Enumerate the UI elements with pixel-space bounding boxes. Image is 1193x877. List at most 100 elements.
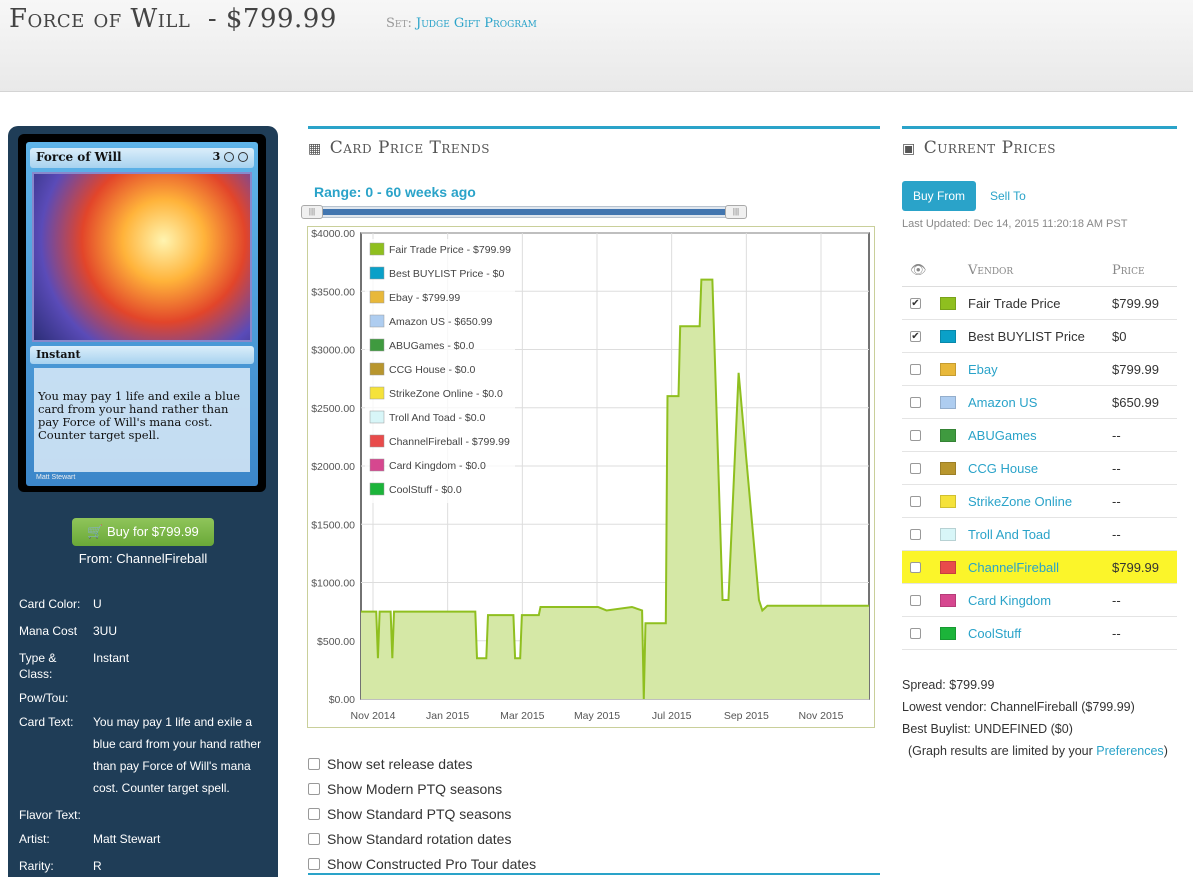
chart-option-checkbox[interactable] bbox=[308, 807, 320, 820]
chart-option-row[interactable]: Show Constructed Pro Tour dates bbox=[308, 851, 536, 876]
vendor-toggle-checkbox[interactable] bbox=[910, 363, 921, 375]
vendor-cell-toggle bbox=[902, 429, 940, 441]
vendor-table-header: 👁 Vendor Price bbox=[902, 254, 1177, 287]
vendor-cell-swatch bbox=[940, 461, 968, 475]
vendor-link[interactable]: StrikeZone Online bbox=[968, 493, 1073, 509]
chart-option-row[interactable]: Show Standard rotation dates bbox=[308, 826, 536, 851]
legend-label: ABUGames - $0.0 bbox=[389, 340, 474, 352]
chart-option-checkbox[interactable] bbox=[308, 832, 320, 845]
prices-top-line bbox=[902, 126, 1177, 129]
legend-swatch bbox=[369, 482, 385, 496]
buy-button-label: Buy for $799.99 bbox=[107, 524, 199, 539]
chart-option-row[interactable]: Show Standard PTQ seasons bbox=[308, 801, 536, 826]
legend-swatch bbox=[369, 266, 385, 280]
vendor-link[interactable]: Troll And Toad bbox=[968, 526, 1051, 542]
vendor-color-swatch bbox=[940, 329, 956, 343]
range-slider[interactable]: ||| ||| bbox=[301, 205, 747, 219]
vendor-toggle-checkbox[interactable] bbox=[910, 528, 921, 540]
vendor-toggle-checkbox[interactable] bbox=[910, 462, 921, 474]
mana-generic: 3 bbox=[212, 150, 221, 163]
buy-from-vendor: From: ChannelFireball bbox=[78, 551, 208, 566]
legend-swatch bbox=[369, 362, 385, 376]
card-mana-cost: 3 bbox=[213, 150, 248, 163]
vendor-link[interactable]: Card Kingdom bbox=[968, 592, 1052, 608]
sell-to-tab[interactable]: Sell To bbox=[990, 189, 1026, 203]
card-image-artist-name: Matt Stewart bbox=[36, 474, 76, 481]
detail-row: Mana Cost 3UU bbox=[19, 623, 275, 642]
vendor-column-header: Vendor bbox=[968, 262, 1014, 278]
range-slider-fill bbox=[319, 209, 731, 215]
chart-option-row[interactable]: Show set release dates bbox=[308, 751, 536, 776]
trends-top-line bbox=[308, 126, 880, 129]
range-slider-start-handle[interactable]: ||| bbox=[301, 205, 323, 219]
price-summary: Spread: $799.99 Lowest vendor: ChannelFi… bbox=[902, 674, 1168, 762]
chart-option-checkbox[interactable] bbox=[308, 782, 320, 795]
card-artwork bbox=[32, 172, 252, 342]
vendor-cell-swatch bbox=[940, 626, 968, 640]
vendor-link[interactable]: Ebay bbox=[968, 361, 998, 377]
legend-label: Troll And Toad - $0.0 bbox=[389, 412, 485, 424]
legend-swatch bbox=[369, 314, 385, 328]
detail-label: Mana Cost bbox=[19, 624, 78, 638]
spread: Spread: $799.99 bbox=[902, 678, 995, 692]
vendor-cell-toggle bbox=[902, 363, 940, 375]
vendor-link[interactable]: CCG House bbox=[968, 460, 1039, 476]
prices-title-text: Current Prices bbox=[923, 138, 1056, 158]
lowest-vendor: Lowest vendor: ChannelFireball ($799.99) bbox=[902, 700, 1135, 714]
preferences-link[interactable]: Preferences bbox=[1096, 744, 1164, 758]
vendor-row: Troll And Toad -- bbox=[902, 518, 1177, 551]
vendor-toggle-checkbox[interactable] bbox=[910, 429, 921, 441]
buy-button[interactable]: 🛒 Buy for $799.99 bbox=[72, 518, 214, 546]
y-tick-label: $3000.00 bbox=[311, 345, 355, 357]
vendor-toggle-checkbox[interactable] bbox=[910, 396, 921, 408]
vendor-toggle-checkbox[interactable] bbox=[910, 627, 921, 639]
set-link[interactable]: Judge Gift Program bbox=[416, 16, 537, 31]
calendar-icon: ▦ bbox=[308, 141, 322, 157]
vendor-price: -- bbox=[1112, 493, 1121, 509]
legend-swatch bbox=[369, 434, 385, 448]
best-buylist: Best Buylist: UNDEFINED ($0) bbox=[902, 722, 1073, 736]
vendor-cell-toggle bbox=[902, 561, 940, 573]
card-textbox: You may pay 1 life and exile a blue card… bbox=[34, 368, 250, 472]
vendor-link[interactable]: Amazon US bbox=[968, 394, 1038, 410]
vendor-cell-toggle: ✔ bbox=[902, 330, 940, 342]
chart-option-label: Show set release dates bbox=[327, 755, 473, 772]
mana-blue-icon bbox=[238, 152, 248, 162]
y-tick-label: $4000.00 bbox=[311, 228, 355, 240]
vendor-price: $799.99 bbox=[1112, 295, 1159, 311]
x-tick-label: Nov 2015 bbox=[799, 710, 844, 722]
legend-label: CCG House - $0.0 bbox=[389, 364, 476, 376]
vendor-toggle-checkbox[interactable]: ✔ bbox=[910, 297, 921, 309]
vendor-toggle-checkbox[interactable] bbox=[910, 495, 921, 507]
x-tick-label: Jul 2015 bbox=[652, 710, 692, 722]
set-label: Set: bbox=[386, 16, 412, 31]
vendor-row: Ebay $799.99 bbox=[902, 353, 1177, 386]
vendor-color-swatch bbox=[940, 395, 956, 409]
detail-value bbox=[93, 804, 271, 823]
page-header: Force of Will - $799.99 Set: Judge Gift … bbox=[0, 0, 1193, 92]
trends-title-text: Card Price Trends bbox=[329, 138, 491, 158]
vendor-cell-swatch bbox=[940, 494, 968, 508]
chart-option-checkbox[interactable] bbox=[308, 857, 320, 870]
chart-option-row[interactable]: Show Modern PTQ seasons bbox=[308, 776, 536, 801]
vendor-name: Best BUYLIST Price bbox=[968, 328, 1085, 344]
vendor-name: Fair Trade Price bbox=[968, 295, 1061, 311]
legend-label: Amazon US - $650.99 bbox=[389, 316, 492, 328]
card-image-artist: Matt Stewart bbox=[36, 474, 75, 481]
vendor-color-swatch bbox=[940, 461, 956, 475]
graph-note-close: ) bbox=[1163, 744, 1168, 758]
range-slider-end-handle[interactable]: ||| bbox=[725, 205, 747, 219]
vendor-toggle-checkbox[interactable] bbox=[910, 561, 921, 573]
vendor-price: -- bbox=[1112, 592, 1121, 608]
detail-label: Rarity: bbox=[19, 859, 54, 873]
vendor-link[interactable]: ABUGames bbox=[968, 427, 1037, 443]
vendor-row: ChannelFireball $799.99 bbox=[902, 551, 1177, 584]
series-line bbox=[361, 278, 869, 700]
vendor-table: 👁 Vendor Price ✔ Fair Trade Price $799.99 ✔… bbox=[902, 254, 1177, 650]
chart-option-checkbox[interactable] bbox=[308, 757, 320, 770]
vendor-toggle-checkbox[interactable] bbox=[910, 594, 921, 606]
vendor-toggle-checkbox[interactable]: ✔ bbox=[910, 330, 921, 342]
buy-from-tab[interactable]: Buy From bbox=[902, 181, 976, 211]
vendor-link[interactable]: ChannelFireball bbox=[968, 559, 1060, 575]
vendor-link[interactable]: CoolStuff bbox=[968, 625, 1022, 641]
